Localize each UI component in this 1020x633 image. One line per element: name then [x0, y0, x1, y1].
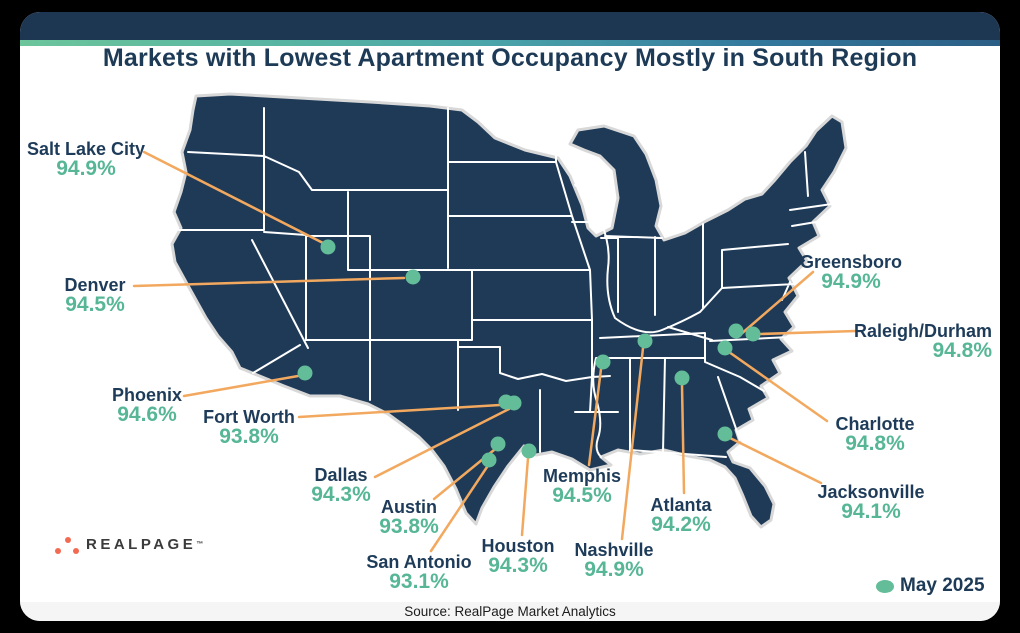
legend-dot-icon [876, 579, 894, 593]
market-label-charlotte: Charlotte 94.8% [835, 414, 915, 455]
marker-dallas [506, 395, 522, 411]
source-text: Source: RealPage Market Analytics [404, 604, 616, 619]
realpage-dots-icon [54, 534, 80, 556]
market-value: 94.3% [311, 483, 371, 506]
market-value: 94.5% [552, 484, 612, 507]
leader-atlanta [680, 383, 686, 495]
market-name: Denver [64, 275, 126, 295]
marker-san-antonio [481, 452, 497, 468]
page-title: Markets with Lowest Apartment Occupancy … [102, 44, 918, 72]
market-label-houston: Houston 94.3% [481, 536, 555, 577]
leader-fort-worth [297, 403, 502, 419]
market-value: 94.2% [651, 513, 711, 536]
market-name: Houston [481, 536, 555, 556]
market-name: Jacksonville [817, 482, 925, 502]
legend-label: May 2025 [900, 575, 985, 596]
marker-memphis [595, 354, 611, 370]
marker-raleigh-durham [745, 326, 761, 342]
trademark-symbol: ™ [196, 541, 207, 548]
market-label-raleigh-durham: Raleigh/Durham 94.8% [853, 321, 993, 362]
market-label-memphis: Memphis 94.5% [542, 466, 622, 507]
market-name: San Antonio [366, 552, 472, 572]
leader-nashville [620, 346, 645, 541]
marker-houston [521, 443, 537, 459]
market-label-nashville: Nashville 94.9% [574, 540, 654, 581]
market-name: Raleigh/Durham [853, 321, 993, 341]
us-outline [170, 92, 848, 529]
leader-lines [132, 150, 858, 553]
leader-memphis [587, 367, 603, 467]
market-value: 94.5% [65, 293, 125, 316]
market-name: Fort Worth [203, 407, 295, 427]
market-name: Atlanta [650, 495, 712, 515]
leader-houston [520, 456, 530, 537]
realpage-logo-text: REALPAGE™ [86, 536, 207, 553]
market-label-phoenix: Phoenix 94.6% [111, 385, 183, 426]
market-label-austin: Austin 93.8% [379, 497, 439, 538]
market-value: 94.8% [845, 432, 905, 455]
market-value: 94.6% [117, 403, 177, 426]
market-name: Phoenix [111, 385, 183, 405]
accent-gradient-stripe [20, 40, 1000, 46]
marker-nashville [637, 333, 653, 349]
market-value: 94.1% [841, 500, 901, 523]
market-name: Memphis [542, 466, 622, 486]
marker-austin [490, 436, 506, 452]
market-label-dallas: Dallas 94.3% [311, 465, 371, 506]
market-value: 94.8% [932, 339, 993, 362]
marker-greensboro [728, 323, 744, 339]
source-bar: Source: RealPage Market Analytics [20, 602, 1000, 621]
market-value: 93.8% [379, 515, 439, 538]
marker-phoenix [297, 365, 313, 381]
market-label-greensboro: Greensboro 94.9% [799, 252, 903, 293]
marker-denver [405, 269, 421, 285]
leader-denver [132, 276, 406, 288]
leader-greensboro [738, 270, 815, 337]
market-value: 94.9% [56, 157, 116, 180]
market-label-san-antonio: San Antonio 93.1% [366, 552, 472, 593]
market-label-fort-worth: Fort Worth 93.8% [203, 407, 295, 448]
realpage-logo: REALPAGE™ [54, 534, 207, 556]
leader-san-antonio [429, 465, 489, 553]
market-name: Nashville [574, 540, 654, 560]
legend: May 2025 [876, 575, 985, 597]
market-label-denver: Denver 94.5% [64, 275, 126, 316]
market-markers [297, 239, 761, 468]
marker-atlanta [674, 370, 690, 386]
marker-charlotte [717, 340, 733, 356]
market-value: 93.8% [219, 425, 279, 448]
market-label-salt-lake-city: Salt Lake City 94.9% [26, 139, 146, 180]
leader-phoenix [182, 374, 300, 398]
market-value: 93.1% [389, 570, 449, 593]
state-borders [178, 107, 833, 458]
market-name: Dallas [314, 465, 368, 485]
top-navy-bar [20, 12, 1000, 40]
market-name: Charlotte [835, 414, 915, 434]
leader-raleigh-durham [758, 329, 858, 336]
market-label-jacksonville: Jacksonville 94.1% [817, 482, 925, 523]
market-value: 94.9% [821, 270, 881, 293]
market-label-atlanta: Atlanta 94.2% [650, 495, 712, 536]
leader-salt-lake-city [142, 150, 327, 246]
marker-jacksonville [717, 426, 733, 442]
market-name: Greensboro [799, 252, 903, 272]
market-name: Salt Lake City [26, 139, 146, 159]
leader-dallas [373, 407, 511, 479]
market-value: 94.3% [488, 554, 548, 577]
market-value: 94.9% [584, 558, 644, 581]
marker-salt-lake-city [320, 239, 336, 255]
market-name: Austin [380, 497, 437, 517]
leader-charlotte [727, 350, 829, 423]
leader-jacksonville [728, 436, 823, 485]
